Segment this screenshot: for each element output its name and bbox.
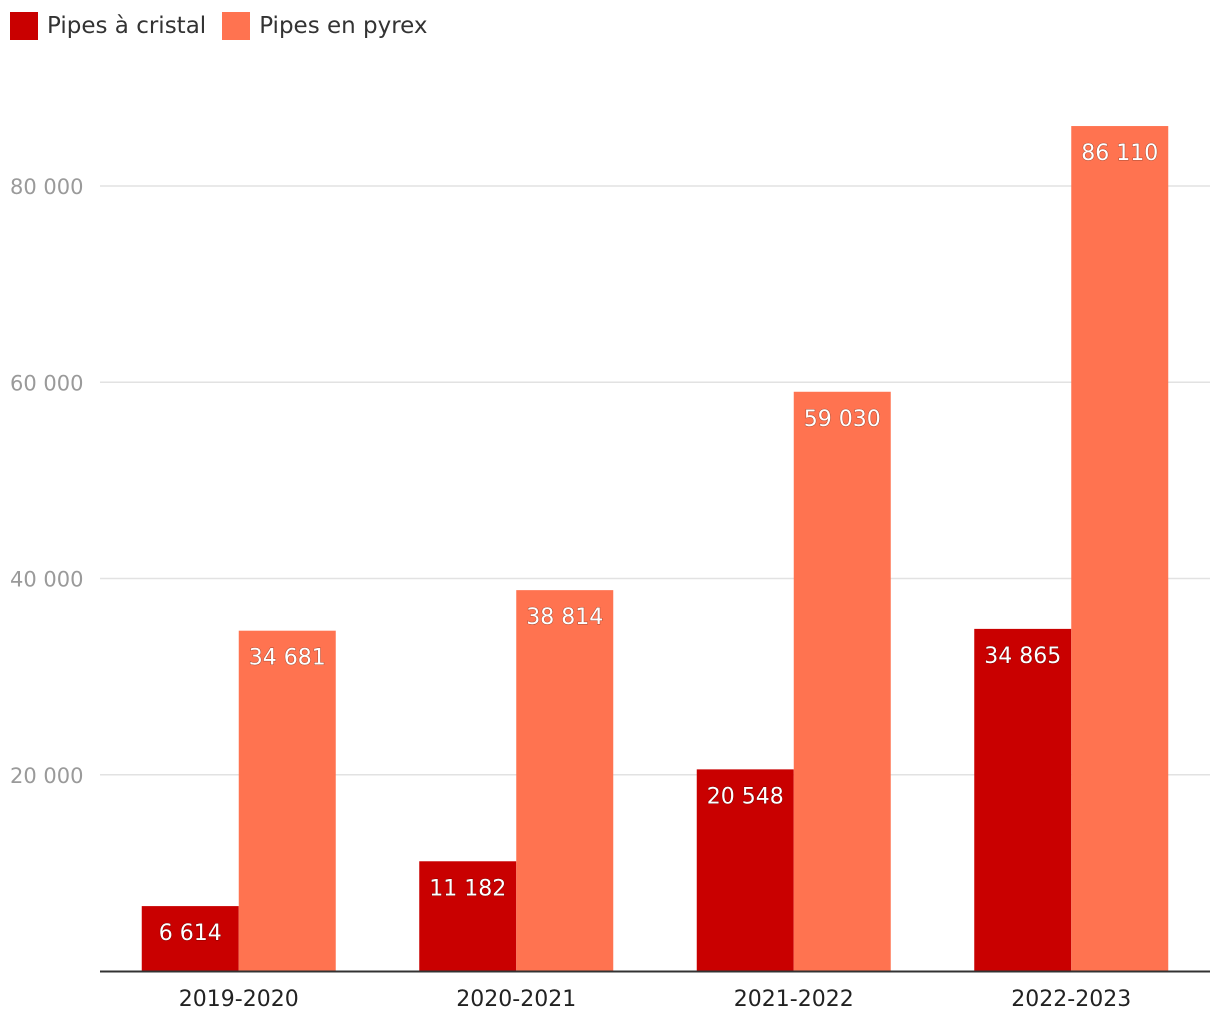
x-tick-label: 2020-2021 <box>456 987 576 1012</box>
y-tick-label: 40 000 <box>10 568 83 592</box>
bar <box>238 630 336 971</box>
data-label: 38 814 <box>526 605 603 630</box>
data-label: 6 614 <box>159 921 222 946</box>
y-axis-ticks: 20 000 40 000 60 000 80 000 <box>10 175 83 788</box>
bar <box>696 769 794 971</box>
bars <box>141 126 1169 971</box>
data-label: 34 681 <box>249 646 326 671</box>
legend-item-cristal: Pipes à cristal <box>10 12 206 40</box>
bar <box>141 906 239 971</box>
bar <box>1071 126 1169 971</box>
legend: Pipes à cristal Pipes en pyrex <box>10 12 444 40</box>
y-tick-label: 60 000 <box>10 371 83 395</box>
legend-swatch-pyrex <box>222 12 251 40</box>
legend-swatch-cristal <box>10 12 38 40</box>
data-label: 11 182 <box>429 876 506 901</box>
bar <box>419 861 517 971</box>
y-tick-label: 80 000 <box>10 175 83 199</box>
legend-label-cristal: Pipes à cristal <box>47 13 207 39</box>
x-tick-label: 2019-2020 <box>179 987 299 1012</box>
bar <box>516 590 614 971</box>
x-axis-ticks: 2019-2020 2020-2021 2021-2022 2022-2023 <box>179 987 1131 1012</box>
legend-item-pyrex: Pipes en pyrex <box>222 12 428 40</box>
x-tick-label: 2021-2022 <box>734 987 854 1012</box>
data-label: 20 548 <box>707 784 784 809</box>
data-labels: 6 614 34 681 11 182 38 814 20 548 59 030 34 86… <box>158 141 1158 947</box>
data-label: 86 110 <box>1081 141 1158 166</box>
bar <box>793 391 891 971</box>
data-label: 34 865 <box>984 644 1061 669</box>
y-tick-label: 20 000 <box>10 764 83 788</box>
bar <box>974 628 1072 971</box>
legend-label-pyrex: Pipes en pyrex <box>259 13 428 39</box>
x-tick-label: 2022-2023 <box>1011 987 1131 1012</box>
data-label: 59 030 <box>804 407 881 432</box>
